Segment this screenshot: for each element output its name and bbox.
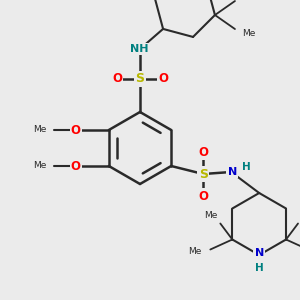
- Text: Me: Me: [33, 161, 46, 170]
- Text: NH: NH: [130, 44, 148, 54]
- Text: O: O: [158, 73, 168, 85]
- Text: O: O: [112, 73, 122, 85]
- Text: S: S: [136, 73, 145, 85]
- Text: Me: Me: [33, 125, 46, 134]
- Text: O: O: [71, 160, 81, 172]
- Text: Me: Me: [242, 28, 256, 38]
- Text: O: O: [198, 190, 208, 202]
- Text: N: N: [228, 167, 237, 177]
- Text: N: N: [255, 248, 264, 258]
- Text: Me: Me: [242, 0, 256, 2]
- Text: H: H: [255, 263, 264, 273]
- Text: O: O: [71, 124, 81, 136]
- Text: Me: Me: [188, 247, 201, 256]
- Text: S: S: [199, 167, 208, 181]
- Text: Me: Me: [204, 211, 217, 220]
- Text: O: O: [198, 146, 208, 158]
- Text: H: H: [242, 162, 250, 172]
